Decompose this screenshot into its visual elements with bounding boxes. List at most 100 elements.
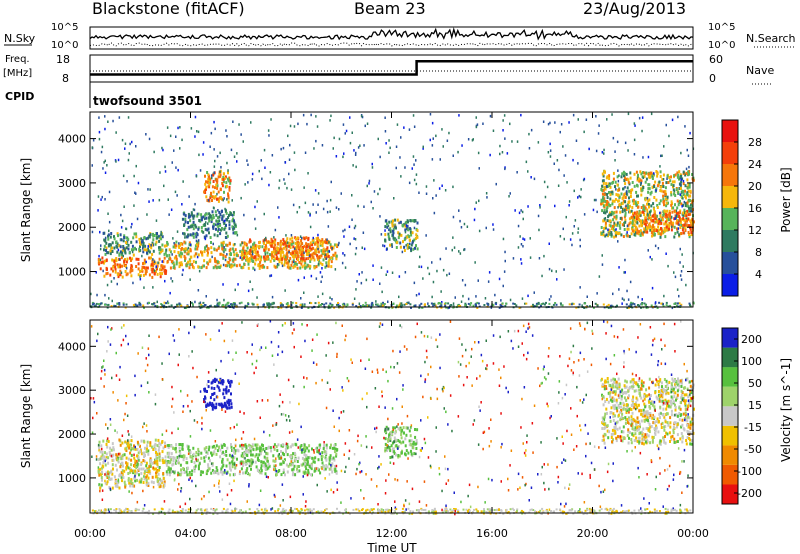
velocity-echo-cell — [108, 476, 110, 480]
velocity-echo-cell — [658, 397, 661, 401]
power-echo-cell — [212, 225, 214, 229]
power-noise-cell — [492, 129, 495, 132]
power-ground-cell — [525, 302, 528, 305]
power-ground-cell — [267, 303, 270, 306]
velocity-echo-cell — [262, 447, 265, 451]
power-echo-cell — [289, 246, 292, 249]
power-echo-cell — [181, 263, 183, 267]
power-noise-cell — [269, 274, 271, 278]
power-echo-cell — [303, 237, 306, 241]
power-noise-cell — [145, 260, 147, 264]
velocity-echo-cell — [126, 462, 129, 466]
power-echo-cell — [235, 253, 238, 257]
power-noise-cell — [405, 224, 408, 227]
power-echo-cell — [616, 175, 619, 179]
power-ground-cell — [658, 301, 661, 304]
velocity-echo-cell — [321, 451, 324, 455]
power-echo-cell — [135, 257, 138, 261]
power-ground-cell — [303, 303, 306, 306]
power-echo-cell — [307, 244, 310, 248]
power-echo-cell — [117, 265, 120, 269]
power-noise-cell — [583, 177, 586, 181]
power-echo-cell — [210, 192, 213, 196]
power-echo-cell — [614, 180, 617, 184]
velocity-echo-cell — [207, 448, 210, 452]
power-echo-cell — [309, 248, 312, 252]
power-noise-cell — [328, 241, 330, 244]
power-noise-cell — [97, 195, 100, 198]
velocity-echo-cell — [140, 461, 143, 465]
velocity-echo-cell — [119, 443, 122, 447]
power-noise-cell — [521, 210, 524, 214]
power-noise-cell — [484, 297, 487, 300]
velocity-echo-cell — [165, 461, 168, 465]
velocity-echo-cell — [283, 458, 286, 462]
power-echo-cell — [638, 219, 641, 223]
power-echo-cell — [674, 232, 677, 235]
power-echo-cell — [668, 222, 671, 226]
velocity-echo-cell — [257, 456, 259, 460]
power-noise-cell — [351, 194, 353, 197]
velocity-echo-cell — [159, 484, 162, 488]
power-echo-cell — [672, 221, 675, 225]
power-echo-cell — [613, 215, 616, 219]
velocity-echo-cell — [204, 389, 207, 393]
power-noise-cell — [504, 259, 506, 263]
power-echo-cell — [319, 256, 322, 259]
velocity-echo-cell — [118, 438, 121, 442]
power-noise-cell — [360, 114, 363, 118]
power-noise-cell — [527, 294, 529, 298]
power-noise-cell — [334, 268, 337, 271]
power-echo-cell — [392, 219, 394, 223]
power-noise-cell — [617, 206, 619, 209]
power-noise-cell — [326, 238, 328, 241]
power-echo-cell — [602, 195, 605, 199]
power-noise-cell — [646, 197, 649, 200]
power-echo-cell — [201, 216, 204, 220]
power-noise-cell — [290, 188, 293, 191]
power-echo-cell — [191, 224, 194, 228]
power-echo-cell — [223, 227, 226, 231]
power-echo-cell — [253, 248, 256, 251]
velocity-echo-cell — [280, 462, 283, 466]
power-ground-cell — [156, 305, 159, 307]
velocity-echo-cell — [228, 400, 230, 404]
velocity-echo-cell — [121, 479, 123, 483]
velocity-echo-cell — [157, 472, 160, 476]
velocity-echo-cell — [230, 405, 233, 409]
power-echo-cell — [212, 213, 215, 217]
power-echo-cell — [639, 214, 642, 218]
velocity-echo-cell — [328, 467, 331, 471]
power-noise-cell — [432, 304, 434, 307]
power-noise-cell — [537, 141, 540, 144]
power-echo-cell — [686, 204, 689, 208]
power-echo-cell — [633, 211, 636, 215]
power-noise-cell — [512, 257, 515, 260]
power-noise-cell — [354, 224, 357, 228]
power-echo-cell — [648, 187, 651, 191]
power-echo-cell — [608, 184, 611, 187]
power-ground-cell — [370, 303, 373, 306]
power-ground-cell — [474, 303, 477, 306]
velocity-echo-cell — [390, 444, 393, 448]
power-noise-cell — [182, 268, 184, 272]
power-noise-cell — [520, 209, 522, 212]
velocity-echo-cell — [286, 470, 289, 474]
power-noise-cell — [117, 158, 120, 162]
velocity-echo-cell — [225, 385, 228, 389]
power-echo-cell — [113, 237, 116, 241]
power-echo-cell — [223, 177, 226, 180]
velocity-echo-cell — [145, 475, 148, 479]
power-echo-cell — [315, 237, 318, 241]
power-noise-cell — [194, 135, 196, 138]
velocity-echo-cell — [401, 428, 404, 432]
velocity-echo-cell — [245, 460, 247, 463]
power-noise-cell — [204, 237, 207, 241]
power-echo-cell — [210, 251, 213, 255]
power-noise-cell — [485, 226, 487, 230]
power-noise-cell — [236, 233, 239, 237]
velocity-echo-cell — [251, 443, 254, 447]
velocity-echo-cell — [232, 450, 235, 454]
power-noise-cell — [689, 131, 691, 135]
velocity-echo-cell — [207, 380, 210, 383]
